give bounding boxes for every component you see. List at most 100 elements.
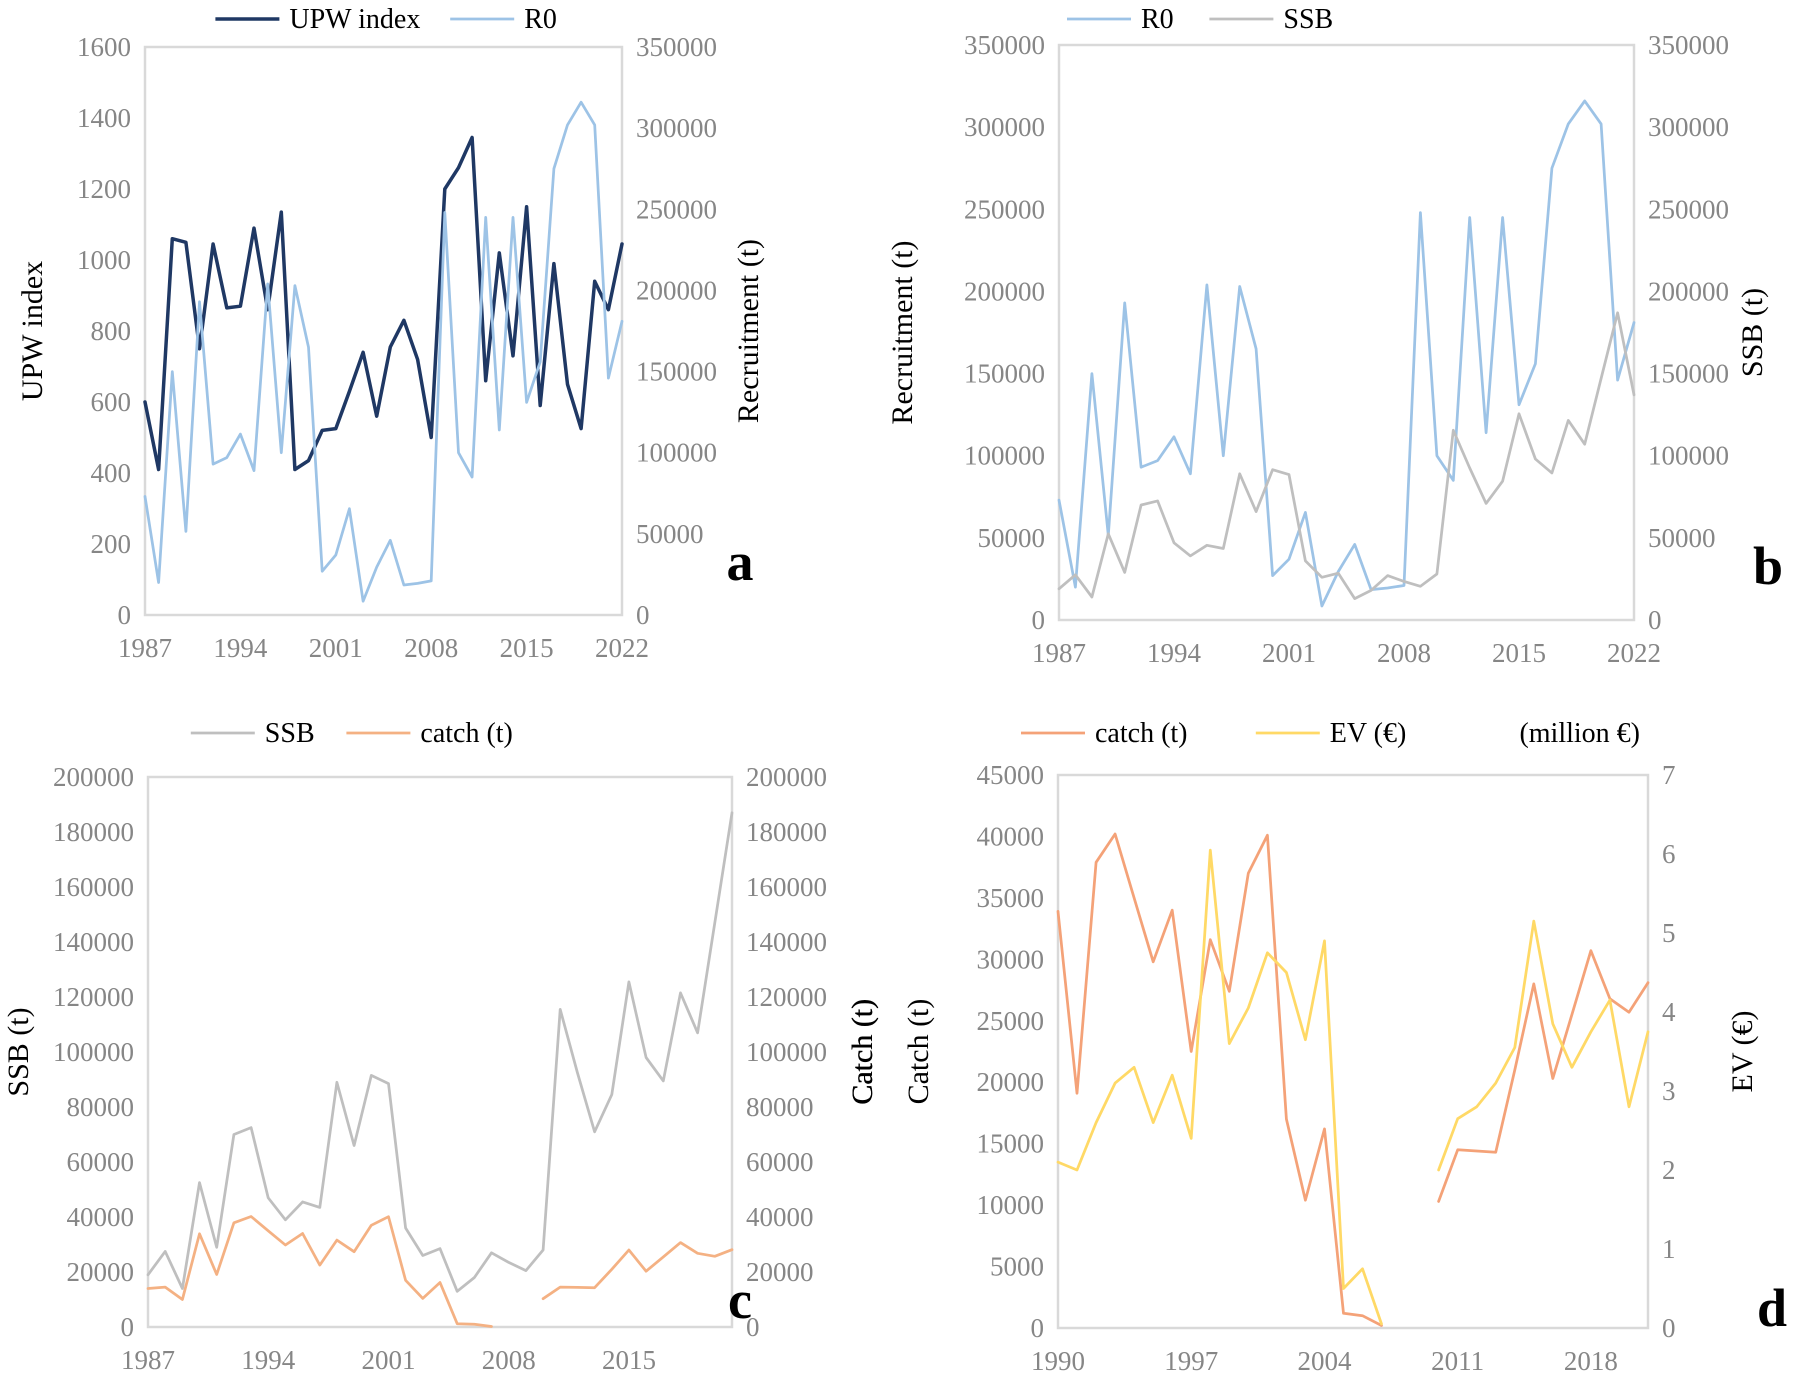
left-axis-tick-label: 200: [91, 529, 132, 559]
x-axis-tick-label: 1997: [1164, 1346, 1218, 1376]
right-axis-tick-label: 200000: [636, 275, 717, 305]
left-axis-tick-label: 45000: [977, 760, 1045, 790]
right-axis-tick-label: 50000: [636, 519, 704, 549]
right-axis-tick-label: 140000: [746, 927, 827, 957]
right-axis-tick-label: 150000: [1648, 359, 1729, 389]
left-axis-tick-label: 40000: [977, 821, 1045, 851]
left-axis-tick-label: 120000: [53, 982, 134, 1012]
left-axis-tick-label: 150000: [964, 359, 1045, 389]
left-axis-tick-label: 1400: [77, 103, 131, 133]
x-axis-tick-label: 2001: [361, 1345, 415, 1375]
legend-item-label: SSB: [265, 718, 315, 749]
right-axis-tick-label: 350000: [636, 32, 717, 62]
left-axis-tick-label: 40000: [67, 1202, 135, 1232]
right-axis-tick-label: 0: [746, 1312, 760, 1342]
legend-unit-note: (million €): [1519, 718, 1640, 749]
x-axis-tick-label: 2011: [1431, 1346, 1484, 1376]
x-axis-tick-label: 2018: [1564, 1346, 1618, 1376]
right-axis-title: Catch (t): [846, 999, 879, 1105]
right-axis-tick-label: 250000: [1648, 194, 1729, 224]
x-axis-tick-label: 2001: [309, 633, 363, 663]
right-axis-tick-label: 300000: [1648, 112, 1729, 142]
right-axis-tick-label: 50000: [1648, 523, 1716, 553]
left-axis-tick-label: 250000: [964, 194, 1045, 224]
x-axis-tick-label: 2015: [602, 1345, 656, 1375]
legend-item-label: UPW index: [289, 4, 420, 35]
right-axis-tick-label: 120000: [746, 982, 827, 1012]
right-axis-tick-label: 0: [1648, 605, 1662, 635]
right-axis-tick-label: 100000: [636, 438, 717, 468]
right-axis-tick-label: 180000: [746, 817, 827, 847]
left-axis-tick-label: 100000: [53, 1037, 134, 1067]
left-axis-tick-label: 160000: [53, 872, 134, 902]
right-axis-tick-label: 20000: [746, 1257, 814, 1287]
right-axis-tick-label: 2: [1662, 1155, 1676, 1185]
left-axis-tick-label: 50000: [978, 523, 1046, 553]
left-axis-tick-label: 35000: [977, 883, 1045, 913]
right-axis-tick-label: 160000: [746, 872, 827, 902]
right-axis-tick-label: 200000: [1648, 276, 1729, 306]
right-axis-tick-label: 1: [1662, 1234, 1676, 1264]
right-axis-title: EV (€): [1726, 1011, 1759, 1093]
panel-letter-a: a: [727, 532, 754, 592]
right-axis-tick-label: 100000: [1648, 441, 1729, 471]
panel-b-plot-frame: [1057, 43, 1636, 622]
right-axis-tick-label: 5: [1662, 918, 1676, 948]
x-axis-tick-label: 1987: [121, 1345, 175, 1375]
left-axis-tick-label: 200000: [53, 762, 134, 792]
x-axis-tick-label: 1994: [241, 1345, 296, 1375]
right-axis-tick-label: 4: [1662, 997, 1676, 1027]
x-axis-tick-label: 2008: [482, 1345, 536, 1375]
right-axis-tick-label: 0: [1662, 1313, 1676, 1343]
left-axis-tick-label: 30000: [977, 944, 1045, 974]
x-axis-tick-label: 2015: [500, 633, 554, 663]
right-axis-tick-label: 7: [1662, 760, 1676, 790]
left-axis-tick-label: 20000: [67, 1257, 135, 1287]
x-axis-tick-label: 1994: [1147, 638, 1202, 668]
left-axis-tick-label: 0: [1032, 605, 1046, 635]
left-axis-tick-label: 600: [91, 387, 132, 417]
left-axis-tick-label: 25000: [977, 1006, 1045, 1036]
right-axis-tick-label: 350000: [1648, 30, 1729, 60]
panel-c-plot-frame: [146, 775, 734, 1329]
series-line-r0: [143, 100, 624, 603]
right-axis-tick-label: 3: [1662, 1076, 1676, 1106]
left-axis-tick-label: 60000: [67, 1147, 135, 1177]
x-axis-tick-label: 2022: [595, 633, 649, 663]
left-axis-tick-label: 1200: [77, 174, 131, 204]
x-axis-tick-label: 2022: [1607, 638, 1661, 668]
panel-letter-b: b: [1753, 536, 1783, 596]
x-axis-tick-label: 2008: [1377, 638, 1431, 668]
left-axis-title: UPW index: [16, 261, 49, 401]
left-axis-tick-label: 100000: [964, 441, 1045, 471]
right-axis-tick-label: 100000: [746, 1037, 827, 1067]
series-line-catch-t-: [1056, 832, 1650, 1327]
left-axis-tick-label: 300000: [964, 112, 1045, 142]
left-axis-tick-label: 80000: [67, 1092, 135, 1122]
x-axis-tick-label: 1990: [1031, 1346, 1085, 1376]
left-axis-tick-label: 5000: [990, 1252, 1044, 1282]
right-axis-tick-label: 60000: [746, 1147, 814, 1177]
left-axis-title: SSB (t): [2, 1007, 35, 1096]
series-line-ssb: [146, 811, 734, 1293]
left-axis-title: Catch (t): [902, 999, 935, 1105]
left-axis-tick-label: 15000: [977, 1129, 1045, 1159]
left-axis-title: Recruitment (t): [886, 240, 919, 424]
left-axis-tick-label: 400: [91, 458, 132, 488]
right-axis-tick-label: 300000: [636, 113, 717, 143]
left-axis-tick-label: 20000: [977, 1067, 1045, 1097]
legend-item-label: catch (t): [420, 718, 513, 749]
left-axis-tick-label: 10000: [977, 1190, 1045, 1220]
x-axis-tick-label: 2015: [1492, 638, 1546, 668]
left-axis-tick-label: 0: [121, 1312, 135, 1342]
legend-item-label: EV (€): [1330, 718, 1406, 749]
right-axis-tick-label: 200000: [746, 762, 827, 792]
right-axis-title: SSB (t): [1736, 288, 1769, 377]
left-axis-tick-label: 1000: [77, 245, 131, 275]
x-axis-tick-label: 1994: [213, 633, 268, 663]
left-axis-title: Catch (t): [846, 999, 879, 1105]
left-axis-tick-label: 140000: [53, 927, 134, 957]
left-axis-tick-label: 0: [118, 600, 132, 630]
